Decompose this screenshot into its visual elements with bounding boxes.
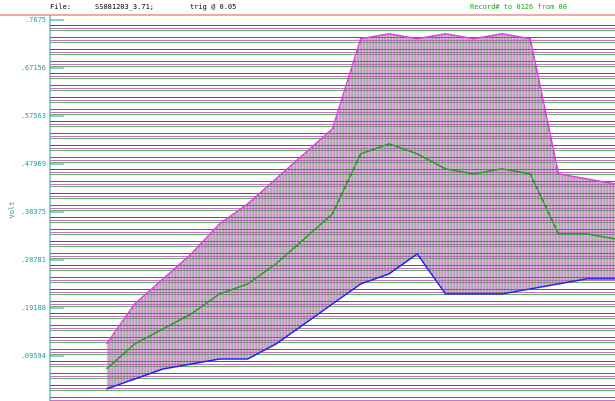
file-name: SS081203_3.71; (95, 3, 154, 11)
trace (106, 252, 615, 390)
y-tick-label: .19188 (21, 304, 46, 312)
record: Record# to 0126 from 00 (470, 3, 567, 11)
y-tick-label: .38375 (21, 208, 46, 216)
y-tick-label: .09594 (21, 352, 46, 360)
y-tick-label: .57563 (21, 112, 46, 120)
y-tick-label: .28781 (21, 256, 46, 264)
trace (106, 143, 615, 370)
trace (105, 32, 615, 345)
y-axis-label: Volt (8, 202, 16, 219)
burst-region (106, 33, 615, 389)
file-label: File: (50, 3, 71, 11)
y-tick-label: .67156 (21, 64, 46, 72)
y-tick-label: .7675 (25, 16, 46, 24)
y-tick-label: .47969 (21, 160, 46, 168)
trigger: trig @ 0.05 (190, 3, 236, 11)
